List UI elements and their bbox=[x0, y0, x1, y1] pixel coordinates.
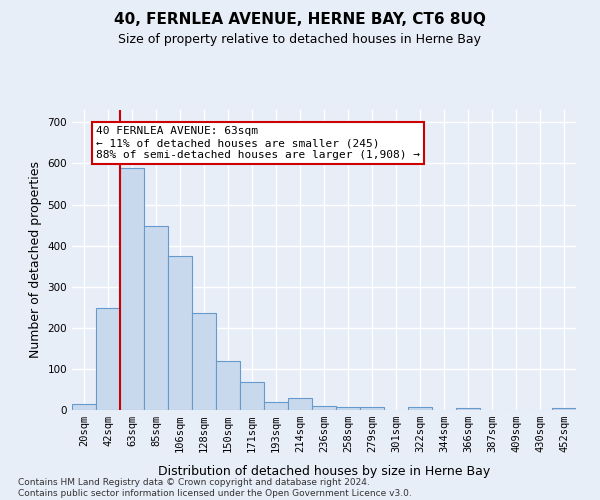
Text: Contains HM Land Registry data © Crown copyright and database right 2024.
Contai: Contains HM Land Registry data © Crown c… bbox=[18, 478, 412, 498]
Bar bbox=[408, 406, 432, 410]
Bar bbox=[216, 360, 240, 410]
Bar bbox=[360, 406, 384, 410]
Text: Size of property relative to detached houses in Herne Bay: Size of property relative to detached ho… bbox=[119, 32, 482, 46]
Bar bbox=[288, 398, 312, 410]
Text: 40, FERNLEA AVENUE, HERNE BAY, CT6 8UQ: 40, FERNLEA AVENUE, HERNE BAY, CT6 8UQ bbox=[114, 12, 486, 28]
Bar bbox=[552, 408, 576, 410]
Y-axis label: Number of detached properties: Number of detached properties bbox=[29, 162, 42, 358]
Bar bbox=[168, 256, 192, 410]
Bar bbox=[264, 402, 288, 410]
Bar bbox=[240, 382, 264, 410]
Bar bbox=[192, 312, 216, 410]
Bar bbox=[144, 226, 168, 410]
Bar bbox=[120, 168, 144, 410]
Text: 40 FERNLEA AVENUE: 63sqm
← 11% of detached houses are smaller (245)
88% of semi-: 40 FERNLEA AVENUE: 63sqm ← 11% of detach… bbox=[96, 126, 420, 160]
Bar bbox=[72, 404, 96, 410]
Bar bbox=[456, 408, 480, 410]
Bar bbox=[336, 406, 360, 410]
Bar bbox=[312, 406, 336, 410]
Bar bbox=[96, 308, 120, 410]
Text: Distribution of detached houses by size in Herne Bay: Distribution of detached houses by size … bbox=[158, 464, 490, 477]
